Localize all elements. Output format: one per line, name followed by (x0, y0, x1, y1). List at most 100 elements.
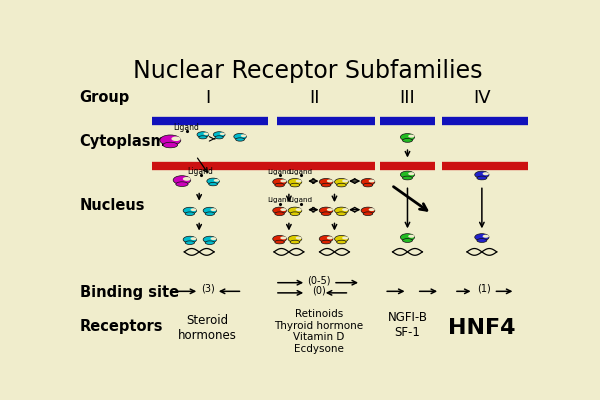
Ellipse shape (275, 240, 284, 244)
Ellipse shape (296, 208, 302, 211)
Ellipse shape (211, 208, 217, 211)
Ellipse shape (337, 212, 346, 216)
Text: III: III (400, 89, 415, 107)
Ellipse shape (368, 180, 375, 182)
Ellipse shape (160, 135, 181, 145)
Ellipse shape (482, 235, 489, 238)
Ellipse shape (280, 236, 286, 240)
Ellipse shape (185, 212, 194, 216)
Text: Nuclear Receptor Subfamilies: Nuclear Receptor Subfamilies (133, 59, 482, 83)
Ellipse shape (296, 180, 302, 182)
Ellipse shape (197, 132, 209, 138)
Ellipse shape (199, 136, 207, 139)
Ellipse shape (172, 136, 181, 141)
Ellipse shape (288, 207, 302, 214)
Ellipse shape (207, 178, 220, 184)
Text: Nucleus: Nucleus (80, 198, 145, 212)
Ellipse shape (183, 207, 197, 214)
Ellipse shape (214, 179, 220, 182)
Ellipse shape (337, 183, 346, 187)
Ellipse shape (220, 132, 225, 135)
Text: Ligand: Ligand (289, 198, 313, 204)
Ellipse shape (361, 178, 375, 185)
Ellipse shape (475, 171, 489, 178)
Ellipse shape (335, 178, 349, 185)
Ellipse shape (408, 235, 415, 238)
Ellipse shape (342, 180, 349, 182)
Ellipse shape (327, 180, 333, 182)
Ellipse shape (275, 212, 284, 216)
Ellipse shape (342, 208, 349, 211)
Ellipse shape (368, 208, 375, 211)
Text: NGFI-B
SF-1: NGFI-B SF-1 (388, 311, 427, 339)
Ellipse shape (211, 237, 217, 240)
Ellipse shape (290, 212, 300, 216)
Ellipse shape (319, 236, 333, 242)
Ellipse shape (319, 207, 333, 214)
Ellipse shape (288, 178, 302, 185)
Text: I: I (205, 89, 210, 107)
Ellipse shape (213, 132, 225, 138)
Ellipse shape (185, 241, 194, 244)
Ellipse shape (183, 236, 197, 243)
Ellipse shape (321, 183, 331, 187)
Ellipse shape (400, 171, 415, 178)
Text: Ligand: Ligand (268, 169, 292, 175)
Ellipse shape (400, 134, 415, 141)
Ellipse shape (327, 236, 333, 240)
Text: Cytoplasm: Cytoplasm (80, 134, 166, 150)
Text: Binding site: Binding site (80, 285, 179, 300)
Text: Ligand: Ligand (268, 198, 292, 204)
Ellipse shape (337, 240, 346, 244)
Ellipse shape (205, 241, 215, 244)
Ellipse shape (183, 177, 191, 181)
Ellipse shape (335, 207, 349, 214)
Ellipse shape (275, 183, 284, 187)
Ellipse shape (273, 236, 286, 242)
Ellipse shape (342, 236, 349, 240)
Ellipse shape (176, 182, 188, 186)
Ellipse shape (296, 236, 302, 240)
Ellipse shape (321, 240, 331, 244)
Ellipse shape (363, 183, 373, 187)
Ellipse shape (173, 176, 191, 184)
Ellipse shape (203, 236, 217, 243)
Ellipse shape (408, 172, 415, 175)
Ellipse shape (403, 239, 412, 242)
Ellipse shape (191, 208, 197, 211)
Ellipse shape (241, 134, 247, 137)
Ellipse shape (477, 239, 487, 242)
Text: II: II (309, 89, 320, 107)
Ellipse shape (288, 236, 302, 242)
Ellipse shape (290, 240, 300, 244)
Text: Ligand: Ligand (173, 123, 200, 132)
Text: HNF4: HNF4 (448, 318, 515, 338)
Text: Ligand: Ligand (188, 167, 214, 176)
Ellipse shape (321, 212, 331, 216)
Text: (1): (1) (478, 284, 491, 294)
Ellipse shape (327, 208, 333, 211)
Text: Ligand: Ligand (289, 169, 313, 175)
Text: Receptors: Receptors (80, 319, 163, 334)
Text: (3): (3) (200, 284, 214, 294)
Ellipse shape (408, 135, 415, 138)
Ellipse shape (203, 207, 217, 214)
Ellipse shape (361, 207, 375, 214)
Ellipse shape (290, 183, 300, 187)
Ellipse shape (475, 234, 489, 241)
Text: Group: Group (80, 90, 130, 105)
Ellipse shape (280, 180, 286, 182)
Ellipse shape (280, 208, 286, 211)
Ellipse shape (273, 178, 286, 185)
Ellipse shape (400, 234, 415, 241)
Text: IV: IV (473, 89, 491, 107)
Ellipse shape (209, 182, 217, 186)
Ellipse shape (335, 236, 349, 242)
Ellipse shape (482, 172, 489, 175)
Ellipse shape (234, 134, 247, 140)
Text: Retinoids
Thyroid hormone
Vitamin D
Ecdysone: Retinoids Thyroid hormone Vitamin D Ecdy… (275, 309, 364, 354)
Ellipse shape (403, 138, 412, 142)
Text: Steroid
hormones: Steroid hormones (178, 314, 237, 342)
Ellipse shape (363, 212, 373, 216)
Text: (0-5): (0-5) (307, 275, 331, 285)
